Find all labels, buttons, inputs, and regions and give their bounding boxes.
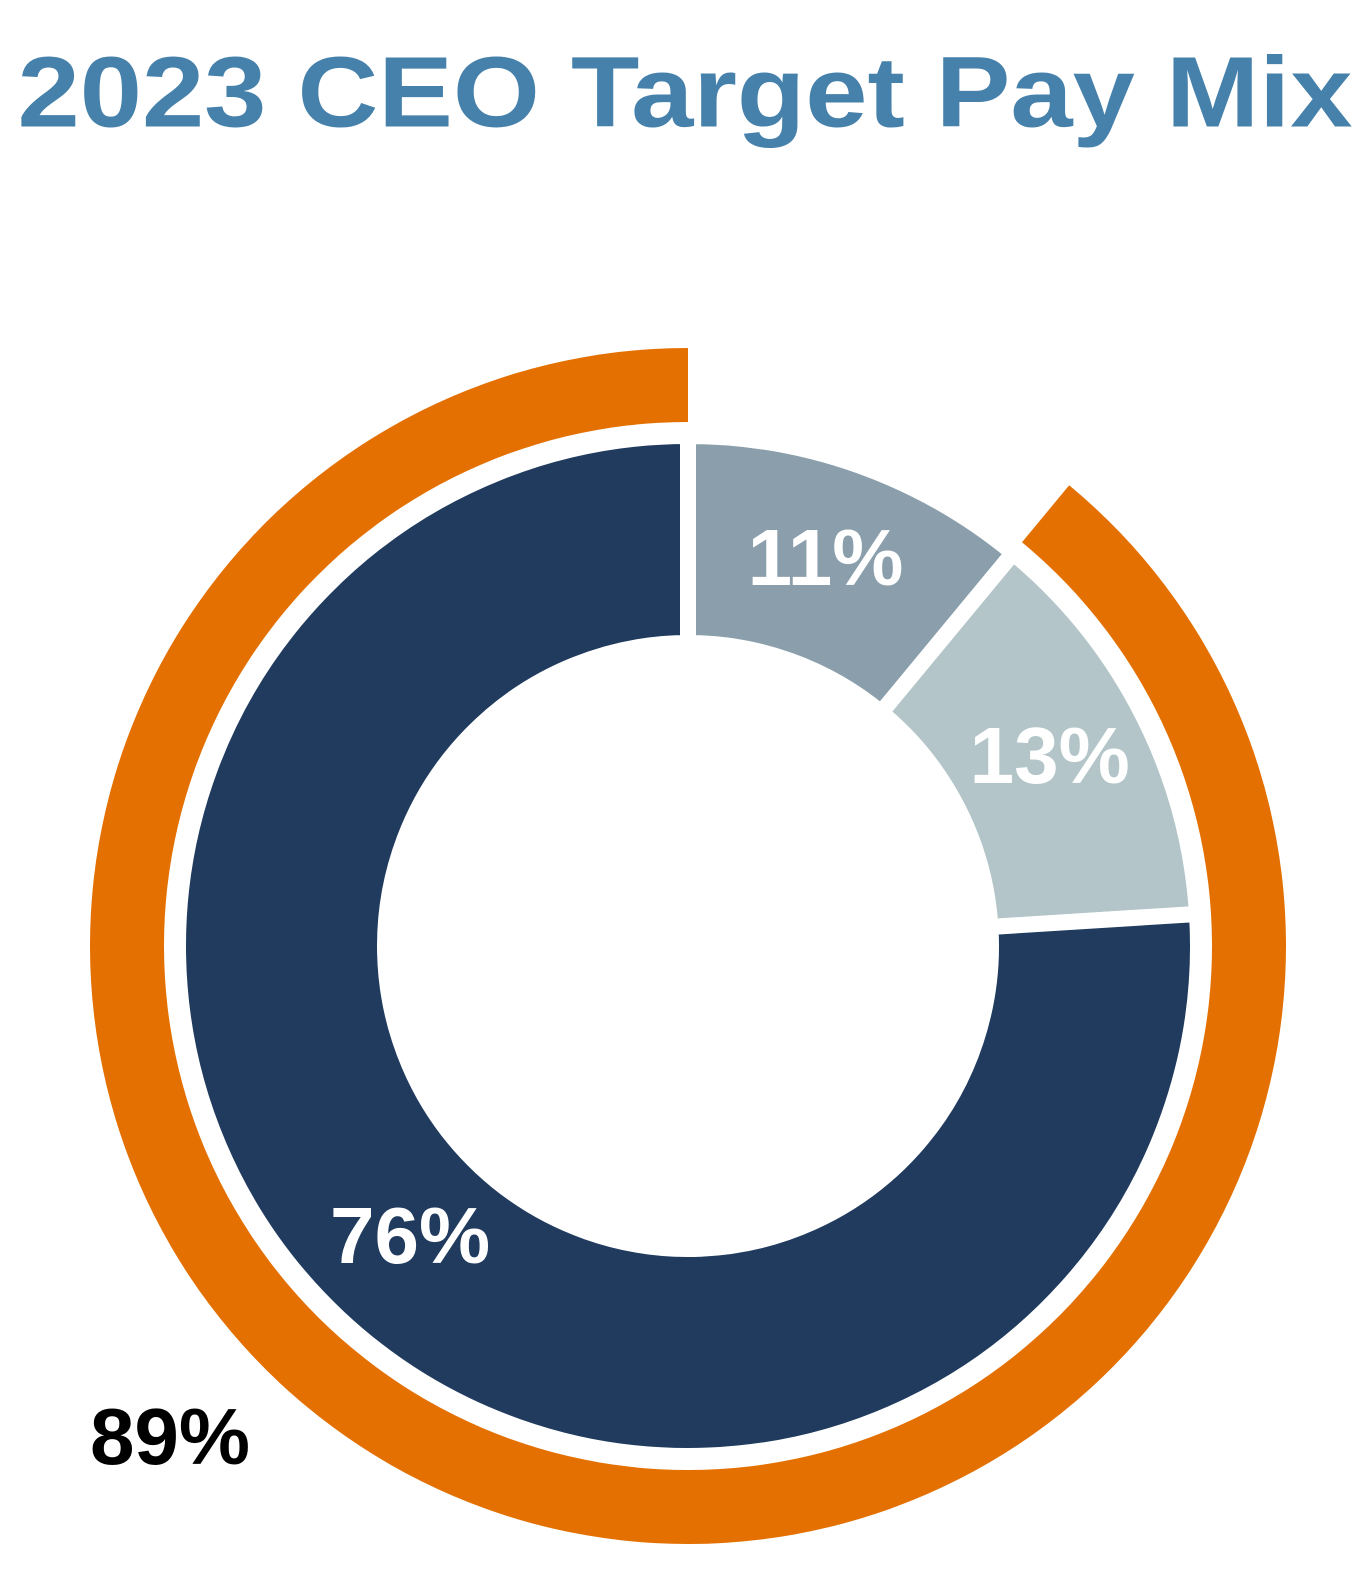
data-label: 13% — [970, 711, 1130, 800]
data-label: 89% — [90, 1392, 250, 1481]
donut-segment — [170, 427, 1206, 1464]
data-label: 76% — [330, 1191, 490, 1280]
donut-segment — [869, 541, 1206, 936]
chart-title: 2023 CEO Target Pay Mix — [18, 36, 1353, 148]
data-label: 11% — [748, 513, 904, 602]
